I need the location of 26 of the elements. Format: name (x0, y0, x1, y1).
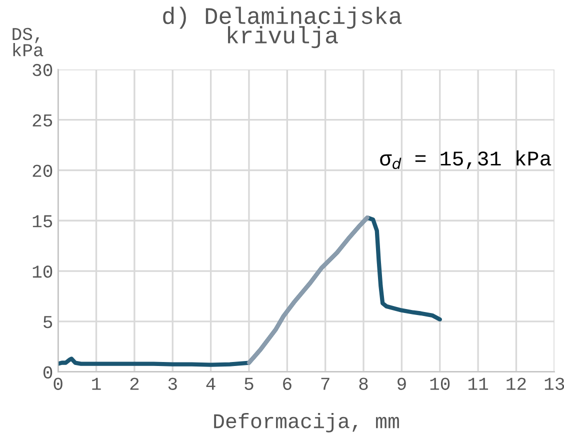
x-tick-label: 12 (506, 378, 526, 390)
x-tick-label: 3 (168, 378, 177, 390)
x-tick-label: 4 (206, 378, 216, 390)
x-tick-label: 6 (283, 378, 292, 390)
x-tick-label: 7 (321, 378, 330, 390)
x-tick-label: 11 (468, 378, 488, 390)
y-tick-label: 30 (32, 64, 52, 76)
y-tick-label: 25 (32, 114, 52, 127)
y-tick-label: 0 (43, 366, 52, 379)
x-tick-label: 2 (130, 378, 139, 390)
x-axis-title: Deformacija, mm (214, 412, 399, 432)
y-axis-title: DS, kPa (12, 28, 44, 56)
y-tick-label: 10 (32, 266, 52, 278)
annotation: σ$_{d}$ = 15,31 kPa (380, 150, 552, 170)
x-tick-label: 10 (430, 378, 450, 390)
x-tick-label: 0 (54, 378, 62, 390)
x-tick-label: 5 (244, 378, 254, 390)
x-tick-label: 9 (398, 378, 406, 390)
x-tick-label: 8 (359, 378, 368, 390)
y-tick-label: 15 (32, 215, 52, 228)
line-series (246, 216, 370, 365)
x-tick-label: 13 (544, 378, 564, 390)
y-tick-label: 20 (32, 164, 52, 177)
chart-title: d) Delaminacijska krivulja (163, 6, 402, 48)
y-tick-label: 5 (44, 316, 52, 328)
x-tick-label: 1 (92, 378, 101, 390)
